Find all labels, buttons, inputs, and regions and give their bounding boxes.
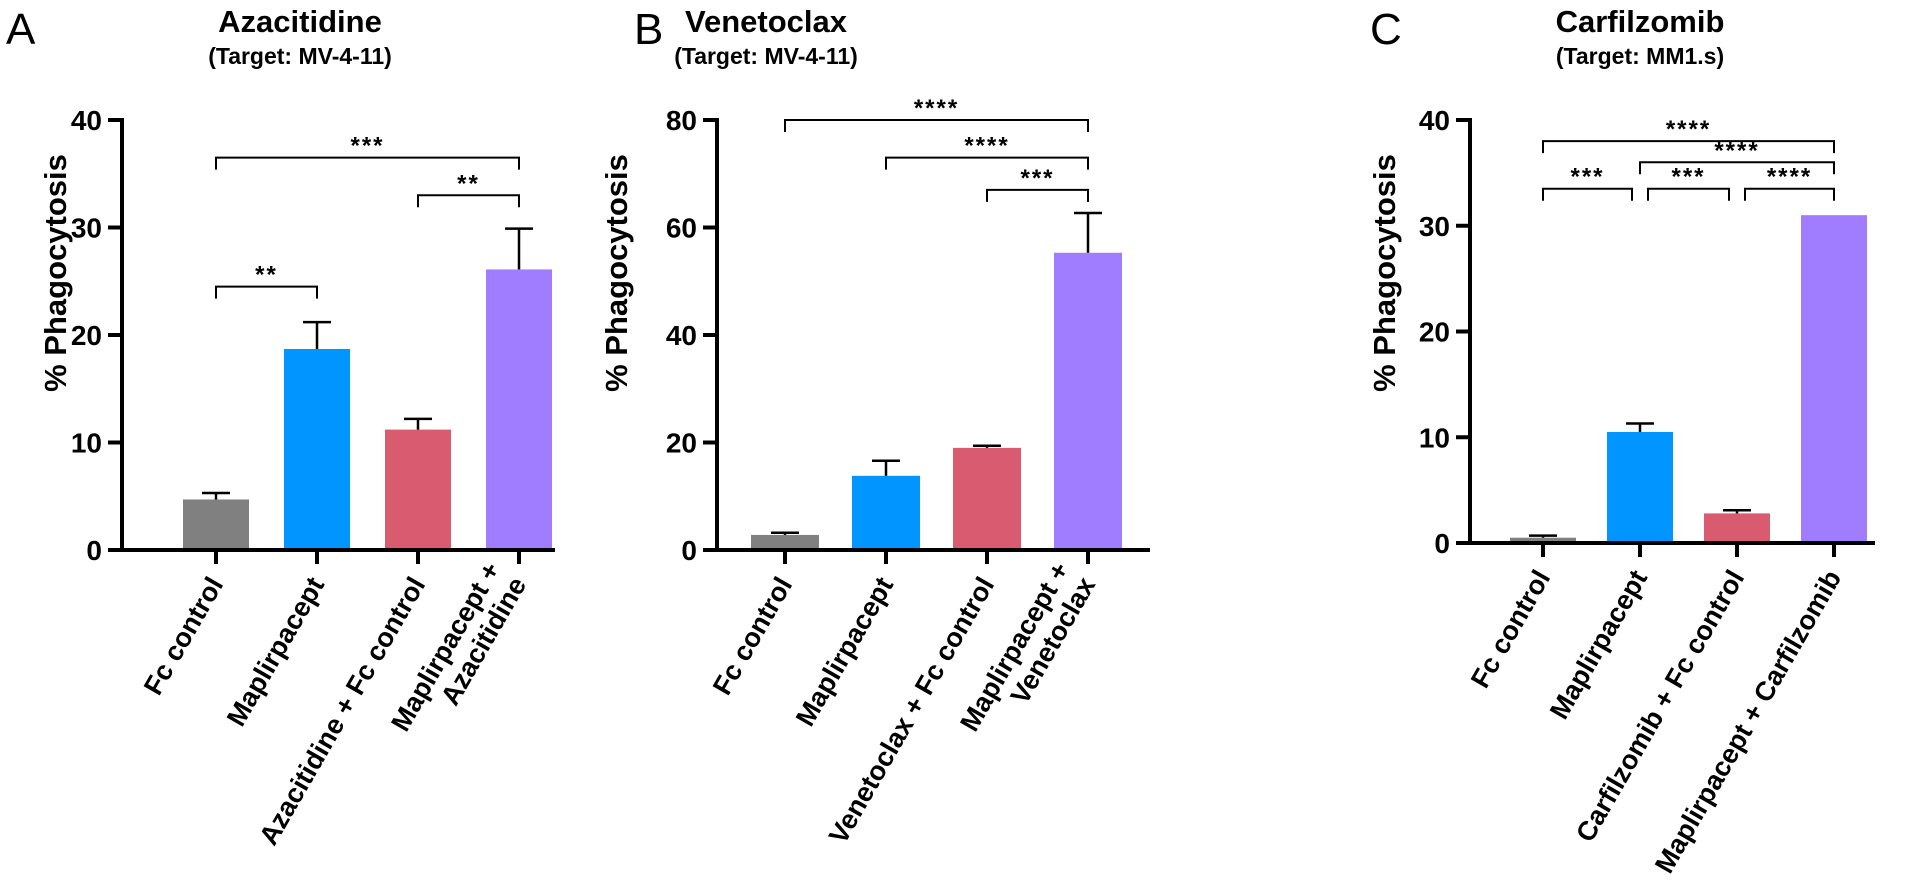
panel-c-significance-label-2: **** <box>1714 137 1759 164</box>
panel-a-y-tick-label-30: 30 <box>71 213 102 244</box>
panel-a-y-tick-label-20: 20 <box>71 320 102 351</box>
panel-a-significance-label-1: *** <box>350 133 384 160</box>
panel-c-category-label-1: Fc control <box>1465 565 1556 693</box>
panel-a: A Azacitidine (Target: MV-4-11) % Phagoc… <box>6 4 555 850</box>
panel-b-letter: B <box>634 5 663 54</box>
panel-c-plot: 0 10 20 30 40 Fc controlMaplirpaceptCarfilzom… <box>1419 105 1875 878</box>
panel-c-bar-1 <box>1510 537 1576 543</box>
panel-c-title: Carfilzomib <box>1556 4 1725 39</box>
panel-a-letter: A <box>6 5 36 54</box>
panel-c-y-tick-label-0: 0 <box>1434 528 1450 559</box>
panel-a-y-tick-label-0: 0 <box>86 535 102 566</box>
panel-a-bar-3 <box>385 429 451 550</box>
panel-b-bar-1 <box>751 534 819 550</box>
panel-b-y-tick-label-0: 0 <box>681 535 697 566</box>
panel-b-significance-label-1: **** <box>914 95 959 122</box>
panel-b-y-tick-label-40: 40 <box>666 320 697 351</box>
panel-a-bar-1 <box>183 499 249 550</box>
panel-a-bar-2 <box>284 348 350 550</box>
panel-b-bar-2 <box>852 475 920 550</box>
panel-a-significance-label-3: ** <box>255 262 278 289</box>
panel-b-category-label-2: Maplirpacept <box>790 572 899 731</box>
panel-a-category-label-1: Fc control <box>138 572 229 700</box>
panel-c-bar-4 <box>1801 215 1867 544</box>
panel-a-title: Azacitidine <box>218 4 382 39</box>
panel-b-significance-bracket-3 <box>986 188 1089 202</box>
panel-a-bar-4 <box>486 269 552 550</box>
panel-c-category-label-4: Maplirpacept + Carfilzomib <box>1649 565 1847 878</box>
panel-b-bar-4 <box>1054 252 1122 550</box>
panel-a-significance-bracket-3 <box>215 285 318 299</box>
panel-c-category-label-3: Carfilzomib + Fc control <box>1570 565 1750 847</box>
panel-b-significance-label-2: **** <box>964 133 1009 160</box>
panel-a-y-axis-label: % Phagocytosis <box>38 154 73 392</box>
panel-a-subtitle: (Target: MV-4-11) <box>208 43 392 69</box>
panel-c-bar-3 <box>1704 513 1770 543</box>
panel-c-significance-label-5: **** <box>1767 164 1812 191</box>
panel-c-y-tick-label-30: 30 <box>1419 211 1450 242</box>
panel-a-significance-bracket-2 <box>417 194 520 208</box>
panel-c-category-label-2: Maplirpacept <box>1544 565 1653 724</box>
panel-b-category-label-1-line-1: Fc control <box>707 572 798 700</box>
panel-c-letter: C <box>1370 5 1402 54</box>
panel-b-y-tick-label-80: 80 <box>666 105 697 136</box>
panel-c-category-label-4-line-1: Maplirpacept + Carfilzomib <box>1649 565 1847 878</box>
panel-b-significance-bracket-1 <box>784 119 1089 132</box>
panel-b-title: Venetoclax <box>685 4 848 39</box>
panel-a-category-label-2: Maplirpacept <box>221 572 330 731</box>
panel-c-significance-bracket-4 <box>1647 187 1730 201</box>
panel-b-category-label-1: Fc control <box>707 572 798 700</box>
panel-b-y-tick-label-60: 60 <box>666 213 697 244</box>
panel-c-significance-bracket-5 <box>1744 187 1835 201</box>
panel-c-significance-bracket-1 <box>1542 140 1835 154</box>
panel-b-category-label-2-line-1: Maplirpacept <box>790 572 899 731</box>
panel-c-y-tick-label-10: 10 <box>1419 422 1450 453</box>
panel-b-y-axis-label: % Phagocytosis <box>599 154 634 392</box>
panel-c-y-axis-label: % Phagocytosis <box>1367 154 1402 392</box>
panel-a-significance-label-2: ** <box>457 170 480 197</box>
panel-c-bar-2 <box>1607 431 1673 543</box>
panel-b-y-tick-label-20: 20 <box>666 428 697 459</box>
panel-a-significance-bracket-1 <box>215 156 520 170</box>
panel-c-y-tick-label-20: 20 <box>1419 317 1450 348</box>
panel-c-category-label-3-line-1: Carfilzomib + Fc control <box>1570 565 1750 847</box>
panel-c-significance-label-1: **** <box>1666 116 1711 143</box>
panel-b-significance-bracket-2 <box>885 156 1089 170</box>
panel-c-subtitle: (Target: MM1.s) <box>1556 43 1724 69</box>
panel-a-category-label-2-line-1: Maplirpacept <box>221 572 330 731</box>
panel-a-y-tick-label-40: 40 <box>71 105 102 136</box>
panel-a-category-label-1-line-1: Fc control <box>138 572 229 700</box>
panel-b-subtitle: (Target: MV-4-11) <box>674 43 858 69</box>
panel-b: B Venetoclax (Target: MV-4-11) % Phagocy… <box>599 4 1150 849</box>
panel-c-y-tick-label-40: 40 <box>1419 105 1450 136</box>
panel-c-significance-bracket-2 <box>1639 161 1835 175</box>
panel-a-y-tick-label-10: 10 <box>71 428 102 459</box>
panel-c-significance-label-3: *** <box>1570 164 1604 191</box>
panel-c-category-label-2-line-1: Maplirpacept <box>1544 565 1653 724</box>
panel-c: C Carfilzomib (Target: MM1.s) % Phagocyt… <box>1367 4 1875 878</box>
panel-c-significance-label-4: *** <box>1671 164 1705 191</box>
panel-c-significance-bracket-3 <box>1542 187 1633 201</box>
panel-b-significance-label-3: *** <box>1020 165 1054 192</box>
panel-b-bar-3 <box>953 447 1021 550</box>
panel-c-category-label-1-line-1: Fc control <box>1465 565 1556 693</box>
